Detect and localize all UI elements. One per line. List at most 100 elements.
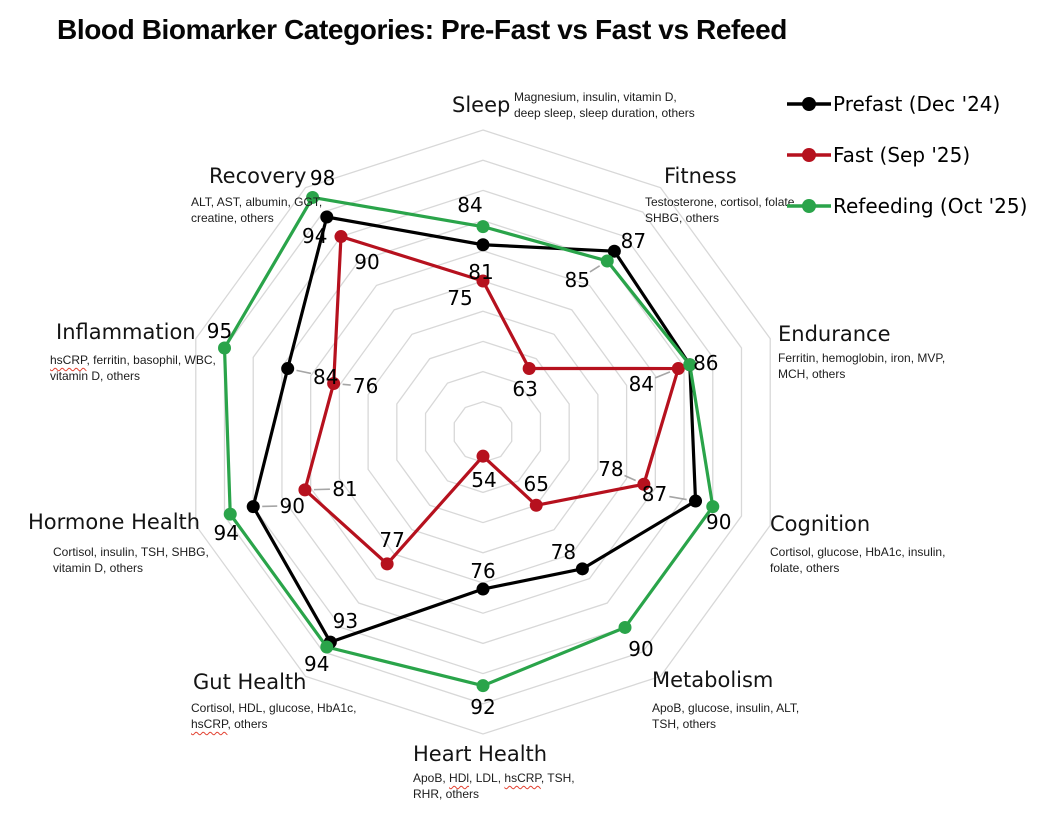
legend-marker-dot (802, 199, 816, 213)
category-label-heart-health: Heart Health (413, 742, 548, 766)
legend-label: Fast (Sep '25) (833, 143, 971, 167)
category-label-gut-health: Gut Health (193, 670, 307, 694)
legend-item-prefast-dec-24: Prefast (Dec '24) (786, 90, 1027, 118)
category-biomarkers-inflammation: hsCRP, ferritin, basophil, WBC, vitamin … (50, 353, 216, 383)
data-point-fast-sep-25-heart-health (476, 449, 490, 463)
value-label-gut-health-fast-sep-25: 77 (379, 527, 405, 552)
value-label-endurance-refeeding-oct-25: 86 (693, 350, 719, 375)
value-label-cognition-fast-sep-25: 78 (598, 457, 624, 482)
legend-marker-dot (802, 148, 816, 162)
value-label-cognition-refeeding-oct-25: 90 (706, 509, 732, 534)
value-label-fitness-prefast-dec-24: 87 (620, 229, 647, 254)
category-biomarkers-fitness: Testosterone, cortisol, folate, SHBG, ot… (645, 195, 798, 225)
leader-line-inflammation-fast-sep-25 (342, 383, 351, 386)
data-point-prefast-dec-24-cognition (689, 494, 703, 508)
category-biomarkers-recovery: ALT, AST, albumin, GGT, creatine, others (191, 195, 323, 225)
value-label-metabolism-prefast-dec-24: 78 (550, 539, 577, 564)
data-point-refeeding-oct-25-sleep (476, 220, 490, 234)
data-point-refeeding-oct-25-recovery (306, 190, 320, 204)
data-point-refeeding-oct-25-fitness (600, 254, 614, 268)
leader-line-cognition-prefast-dec-24 (669, 495, 687, 501)
legend-marker-dot (802, 97, 816, 111)
value-label-metabolism-refeeding-oct-25: 90 (628, 637, 654, 662)
value-label-inflammation-fast-sep-25: 76 (352, 374, 379, 399)
data-point-refeeding-oct-25-inflammation (218, 341, 232, 355)
value-label-gut-health-prefast-dec-24: 93 (332, 609, 359, 634)
legend-marker-icon (787, 97, 831, 111)
legend-marker-icon (787, 148, 831, 162)
category-label-metabolism: Metabolism (652, 668, 774, 692)
value-label-gut-health-refeeding-oct-25: 94 (304, 652, 330, 676)
category-biomarkers-cognition: Cortisol, glucose, HbA1c, insulin, folat… (770, 545, 946, 575)
data-point-refeeding-oct-25-metabolism (618, 620, 632, 634)
data-point-fast-sep-25-endurance (671, 362, 685, 376)
data-point-fast-sep-25-metabolism (529, 498, 543, 512)
grid-ring-85 (281, 219, 685, 645)
legend-item-refeeding-oct-25: Refeeding (Oct '25) (786, 192, 1027, 220)
legend-item-fast-sep-25: Fast (Sep '25) (786, 141, 1027, 169)
data-point-prefast-dec-24-fitness (607, 244, 621, 258)
legend-label: Prefast (Dec '24) (833, 92, 1001, 116)
grid-ring-65 (396, 340, 570, 524)
value-label-heart-health-prefast-dec-24: 76 (470, 559, 496, 584)
value-label-hormone-health-refeeding-oct-25: 94 (213, 521, 239, 546)
category-biomarkers-hormone-health: Cortisol, insulin, TSH, SHBG, vitamin D,… (53, 545, 209, 575)
category-label-fitness: Fitness (664, 164, 737, 188)
data-point-fast-sep-25-fitness (522, 361, 536, 375)
value-label-heart-health-refeeding-oct-25: 92 (470, 694, 496, 719)
data-point-prefast-dec-24-metabolism (575, 562, 589, 576)
data-point-refeeding-oct-25-hormone-health (223, 507, 237, 521)
category-biomarkers-metabolism: ApoB, glucose, insulin, ALT, TSH, others (652, 701, 800, 731)
legend-label: Refeeding (Oct '25) (833, 194, 1028, 218)
value-label-sleep-refeeding-oct-25: 84 (457, 192, 483, 217)
value-label-fitness-fast-sep-25: 63 (512, 377, 538, 402)
category-label-endurance: Endurance (778, 322, 891, 346)
value-label-recovery-prefast-dec-24: 94 (302, 223, 328, 248)
leader-line-fitness-refeeding-oct-25 (589, 265, 601, 273)
data-point-refeeding-oct-25-heart-health (476, 679, 490, 693)
leader-line-cognition-fast-sep-25 (624, 474, 636, 482)
grid-ring-100 (195, 129, 771, 735)
value-label-endurance-fast-sep-25: 84 (628, 371, 655, 396)
value-label-cognition-prefast-dec-24: 87 (641, 482, 668, 507)
data-point-prefast-dec-24-sleep (476, 238, 490, 252)
data-point-prefast-dec-24-hormone-health (246, 500, 260, 514)
legend: Prefast (Dec '24) Fast (Sep '25) Refeeding… (786, 90, 1027, 220)
series-line-fast-sep-25 (303, 234, 680, 566)
category-biomarkers-gut-health: Cortisol, HDL, glucose, HbA1c, hsCRP, ot… (191, 701, 357, 731)
data-point-refeeding-oct-25-cognition (706, 500, 720, 514)
category-biomarkers-heart-health: ApoB, HDl, LDL, hsCRP, TSH, RHR, others (413, 771, 575, 801)
data-point-refeeding-oct-25-gut-health (320, 640, 334, 654)
value-label-metabolism-fast-sep-25: 65 (523, 472, 549, 497)
value-label-hormone-health-prefast-dec-24: 90 (279, 493, 305, 518)
data-point-prefast-dec-24-heart-health (476, 582, 490, 596)
data-point-prefast-dec-24-recovery (320, 210, 334, 224)
category-biomarkers-endurance: Ferritin, hemoglobin, iron, MVP, MCH, ot… (778, 351, 946, 381)
category-label-recovery: Recovery (209, 164, 307, 188)
value-label-sleep-prefast-dec-24: 81 (468, 259, 494, 284)
legend-marker-icon (787, 199, 831, 213)
category-biomarkers-sleep: Magnesium, insulin, vitamin D, deep slee… (514, 90, 695, 120)
value-label-hormone-health-fast-sep-25: 81 (332, 476, 358, 501)
grid-ring-90 (252, 189, 714, 675)
value-label-sleep-fast-sep-25: 75 (447, 286, 473, 310)
page-title: Blood Biomarker Categories: Pre-Fast vs … (57, 14, 787, 45)
category-label-cognition: Cognition (770, 512, 871, 536)
grid-ring-70 (367, 310, 599, 554)
value-label-fitness-refeeding-oct-25: 85 (564, 267, 590, 292)
category-label-inflammation: Inflammation (56, 320, 196, 344)
value-label-inflammation-prefast-dec-24: 84 (312, 364, 339, 389)
data-point-refeeding-oct-25-endurance (683, 358, 697, 372)
data-point-fast-sep-25-cognition (637, 477, 651, 491)
category-label-hormone-health: Hormone Health (28, 510, 201, 534)
data-point-fast-sep-25-hormone-health (298, 483, 312, 497)
grid-ring-80 (310, 250, 656, 614)
category-label-sleep: Sleep (452, 93, 511, 117)
grid-ring-60 (424, 370, 542, 494)
value-label-inflammation-refeeding-oct-25: 95 (206, 319, 233, 343)
data-point-fast-sep-25-recovery (334, 230, 348, 244)
value-label-recovery-refeeding-oct-25: 98 (309, 166, 336, 191)
data-point-fast-sep-25-inflammation (327, 376, 341, 390)
leader-line-endurance-fast-sep-25 (654, 371, 671, 379)
